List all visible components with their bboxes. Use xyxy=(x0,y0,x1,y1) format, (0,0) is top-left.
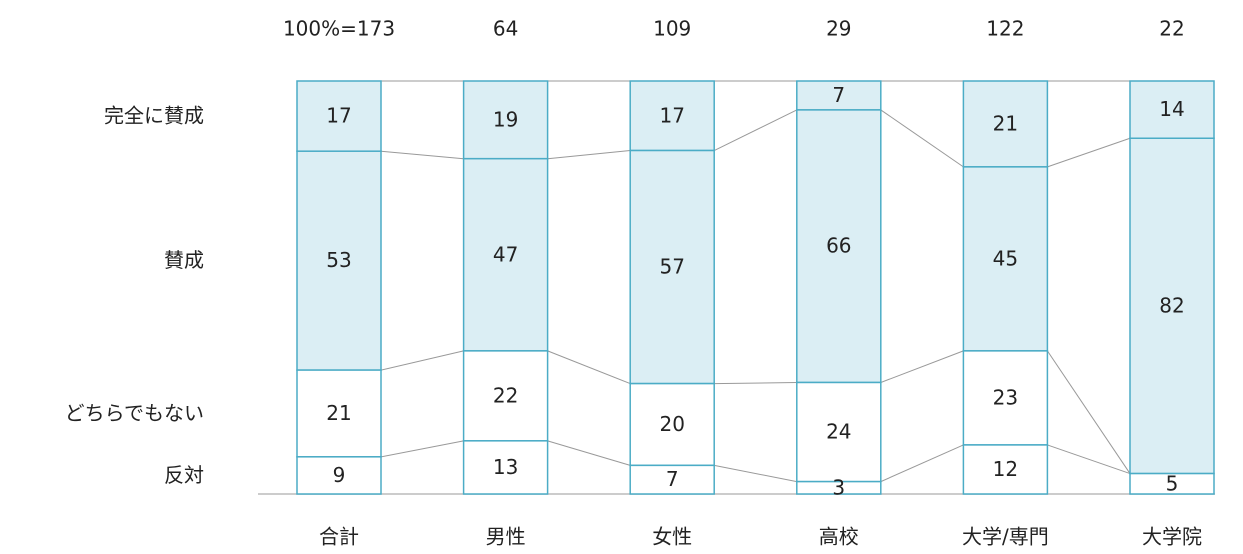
value-label: 82 xyxy=(1159,293,1184,317)
value-label: 24 xyxy=(826,420,851,444)
bar-segment xyxy=(296,456,382,495)
value-label: 45 xyxy=(993,246,1018,270)
value-label: 12 xyxy=(993,457,1018,481)
value-label: 19 xyxy=(493,107,518,131)
value-label: 13 xyxy=(493,455,518,479)
value-label: 21 xyxy=(993,111,1018,135)
total-label: 122 xyxy=(986,17,1024,41)
total-label: 109 xyxy=(653,17,691,41)
value-label: 57 xyxy=(659,255,684,279)
connector xyxy=(380,440,464,458)
value-label: 53 xyxy=(326,248,351,272)
legend-label: どちらでもない xyxy=(65,401,204,425)
value-label: 7 xyxy=(666,467,679,491)
legend-label: 反対 xyxy=(164,463,204,487)
value-label: 21 xyxy=(326,401,351,425)
x-tick-label: 大学/専門 xyxy=(962,525,1049,549)
bar-segment xyxy=(296,369,382,458)
connector xyxy=(380,150,464,160)
connector xyxy=(380,350,464,371)
bar-segment xyxy=(1129,472,1215,495)
bar-segment xyxy=(1129,137,1215,475)
bar-segment xyxy=(296,150,382,371)
bar-segment xyxy=(962,350,1049,446)
bar-segment xyxy=(629,382,715,467)
value-label: 47 xyxy=(493,242,518,266)
total-label: 29 xyxy=(826,17,851,41)
connector xyxy=(714,464,797,483)
total-label: 100%=173 xyxy=(283,17,395,41)
x-tick-label: 男性 xyxy=(486,525,526,549)
bar-segment xyxy=(462,350,549,442)
x-tick-label: 合計 xyxy=(319,525,359,549)
legend-label: 賛成 xyxy=(164,248,204,272)
bar-segment xyxy=(962,444,1049,495)
connector xyxy=(1047,444,1131,475)
value-label: 14 xyxy=(1159,97,1184,121)
bar-segment xyxy=(462,157,549,352)
bar-segment xyxy=(629,149,715,385)
x-tick-label: 大学院 xyxy=(1142,525,1202,549)
value-label: 9 xyxy=(333,463,346,487)
connector xyxy=(880,350,964,383)
bar-segment xyxy=(462,80,549,160)
value-label: 20 xyxy=(659,412,684,436)
bar-segment xyxy=(629,464,715,495)
x-tick-label: 高校 xyxy=(819,525,859,549)
value-label: 3 xyxy=(832,475,845,499)
connector xyxy=(1047,137,1131,168)
value-label: 66 xyxy=(826,234,851,258)
x-tick-label: 女性 xyxy=(652,525,692,549)
connector xyxy=(547,350,631,385)
bar-segment xyxy=(462,440,549,495)
connector xyxy=(880,444,964,483)
value-label: 17 xyxy=(326,104,351,128)
connector xyxy=(880,109,964,168)
value-label: 5 xyxy=(1166,471,1179,495)
bar-segment xyxy=(962,166,1049,352)
value-label: 23 xyxy=(993,385,1018,409)
bar-segment xyxy=(1129,80,1215,139)
bar-segment xyxy=(796,80,882,111)
value-label: 7 xyxy=(832,83,845,107)
bar-segment xyxy=(962,80,1049,168)
total-label: 22 xyxy=(1159,17,1184,41)
connector xyxy=(714,381,797,385)
total-label: 64 xyxy=(493,17,518,41)
bar-segment xyxy=(796,109,882,384)
bar-segment xyxy=(796,480,882,495)
bar-segment xyxy=(796,381,882,483)
connector xyxy=(547,150,631,160)
value-label: 17 xyxy=(659,103,684,127)
value-label: 22 xyxy=(493,383,518,407)
connector xyxy=(1046,350,1131,474)
connector xyxy=(713,109,798,151)
connector xyxy=(547,440,631,466)
legend-label: 完全に賛成 xyxy=(104,104,204,128)
